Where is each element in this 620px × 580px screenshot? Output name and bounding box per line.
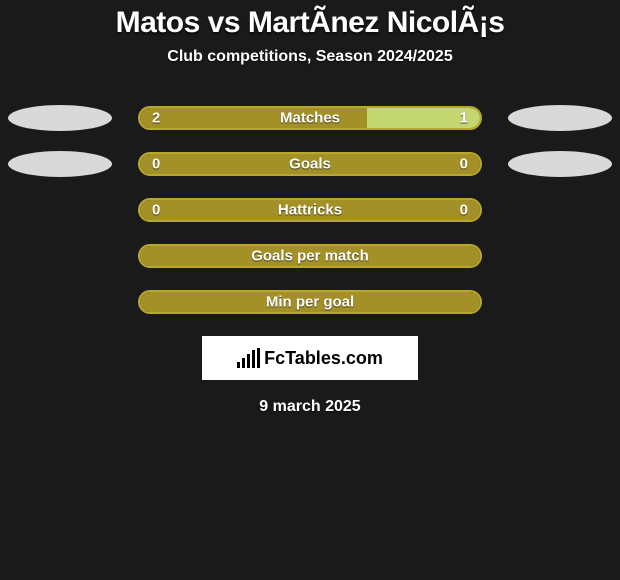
stat-row: Min per goal — [0, 290, 620, 314]
stats-container: Matches 2 1 Goals 0 0 Hattricks 0 0 Goals per mat… — [0, 106, 620, 314]
logo-text: FcTables.com — [264, 348, 383, 369]
player-ellipse-right — [508, 105, 612, 131]
player-ellipse-left — [8, 105, 112, 131]
logo-bars-icon — [237, 348, 260, 368]
stat-value-right: 1 — [460, 110, 468, 127]
stat-label: Goals per match — [251, 248, 369, 265]
stat-value-left: 2 — [152, 110, 160, 127]
page-title: Matos vs MartÃ­nez NicolÃ¡s — [116, 6, 505, 40]
stat-row: Matches 2 1 — [0, 106, 620, 130]
stat-bar: Goals 0 0 — [138, 152, 482, 176]
stat-label: Min per goal — [266, 294, 354, 311]
fctables-logo: FcTables.com — [202, 336, 418, 380]
stat-value-right: 0 — [460, 202, 468, 219]
stat-row: Hattricks 0 0 — [0, 198, 620, 222]
stat-label: Hattricks — [278, 202, 342, 219]
stat-row: Goals per match — [0, 244, 620, 268]
stat-value-left: 0 — [152, 202, 160, 219]
stat-bar: Goals per match — [138, 244, 482, 268]
stat-row: Goals 0 0 — [0, 152, 620, 176]
stat-value-left: 0 — [152, 156, 160, 173]
player-ellipse-left — [8, 151, 112, 177]
stat-label: Goals — [289, 156, 331, 173]
subtitle: Club competitions, Season 2024/2025 — [167, 48, 452, 66]
stat-value-right: 0 — [460, 156, 468, 173]
stat-bar: Hattricks 0 0 — [138, 198, 482, 222]
stat-bar: Min per goal — [138, 290, 482, 314]
player-ellipse-right — [508, 151, 612, 177]
stat-label: Matches — [280, 110, 340, 127]
stat-bar: Matches 2 1 — [138, 106, 482, 130]
date-text: 9 march 2025 — [259, 398, 360, 416]
